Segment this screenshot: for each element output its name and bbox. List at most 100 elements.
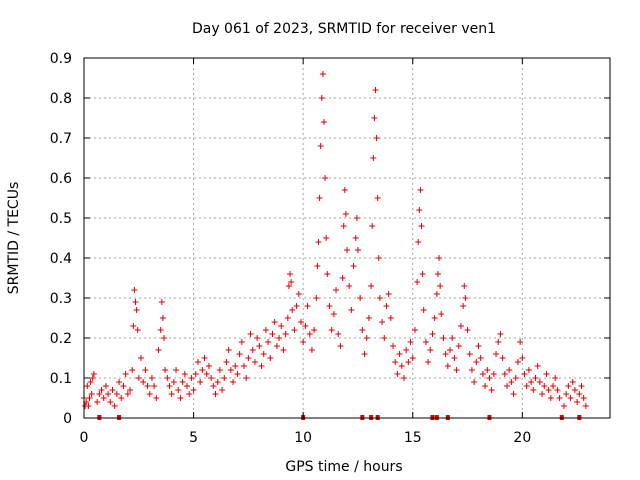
data-point (214, 379, 221, 385)
y-tick-label: 0.3 (50, 291, 72, 307)
data-point (451, 355, 458, 361)
data-point (440, 335, 447, 341)
data-point (490, 371, 497, 377)
data-point (289, 307, 296, 313)
data-point (475, 343, 482, 349)
data-point (258, 363, 265, 369)
data-point (251, 359, 258, 365)
x-tick-label: 10 (294, 430, 312, 446)
data-point (419, 271, 426, 277)
data-point (120, 383, 127, 389)
data-point (256, 343, 263, 349)
data-point (134, 327, 141, 333)
data-point (365, 315, 372, 321)
axis-ticks: 0 0.1 0.2 0.3 0.4 0.5 0.6 0.7 0.8 0.9 0 5 10 15 20 (50, 51, 610, 446)
data-point (417, 187, 424, 193)
data-point (420, 307, 427, 313)
data-point (346, 283, 353, 289)
data-point (506, 367, 513, 373)
data-point (223, 359, 230, 365)
data-point (333, 287, 340, 293)
data-point (457, 323, 464, 329)
chart-title: Day 061 of 2023, SRMTID for receiver ven… (192, 21, 496, 37)
data-point (403, 347, 410, 353)
data-point (227, 367, 234, 373)
data-point (148, 375, 155, 381)
data-point (497, 331, 504, 337)
data-point (232, 363, 239, 369)
data-point (340, 223, 347, 229)
data-point (87, 379, 94, 385)
data-point (249, 347, 256, 353)
data-point (461, 283, 468, 289)
y-axis-label: SRMTID / TECUs (6, 182, 22, 295)
data-point (554, 387, 561, 393)
data-point (269, 331, 276, 337)
data-point (449, 335, 456, 341)
data-point (113, 391, 120, 397)
data-point (543, 371, 550, 377)
data-point (437, 283, 444, 289)
data-point (221, 375, 228, 381)
data-point (352, 235, 359, 241)
data-point (247, 331, 254, 337)
data-point (523, 383, 530, 389)
data-point (390, 343, 397, 349)
data-point (396, 351, 403, 357)
data-point (471, 379, 478, 385)
data-point (318, 95, 325, 101)
grid-lines (84, 58, 610, 418)
data-point (181, 371, 188, 377)
data-point (510, 391, 517, 397)
data-point (109, 387, 116, 393)
data-point (225, 347, 232, 353)
data-point (166, 383, 173, 389)
data-point (153, 395, 160, 401)
data-point (501, 371, 508, 377)
data-point (273, 343, 280, 349)
data-point (370, 155, 377, 161)
data-point (297, 319, 304, 325)
data-point (444, 363, 451, 369)
data-point (304, 303, 311, 309)
data-point (94, 399, 101, 405)
data-point (184, 383, 191, 389)
data-point (317, 143, 324, 149)
data-point (151, 383, 158, 389)
data-point (314, 263, 321, 269)
data-point (400, 375, 407, 381)
data-point (155, 347, 162, 353)
data-point (560, 403, 567, 409)
x-axis-label: GPS time / hours (285, 459, 402, 475)
data-point (230, 379, 237, 385)
data-point (385, 291, 392, 297)
data-point (236, 351, 243, 357)
data-point (545, 387, 552, 393)
data-point (197, 379, 204, 385)
data-point (521, 371, 528, 377)
data-point (477, 355, 484, 361)
data-point (159, 315, 166, 321)
data-point (337, 343, 344, 349)
data-point (486, 375, 493, 381)
data-point (434, 271, 441, 277)
data-point (135, 375, 142, 381)
data-point (85, 403, 92, 409)
data-point (539, 391, 546, 397)
data-point (122, 371, 129, 377)
data-point (342, 211, 349, 217)
data-point (130, 323, 137, 329)
data-point (105, 391, 112, 397)
data-point (323, 235, 330, 241)
y-tick-label: 0.6 (50, 171, 72, 187)
data-point (464, 327, 471, 333)
data-point (313, 295, 320, 301)
data-point (392, 359, 399, 365)
data-point (282, 331, 289, 337)
data-point (547, 395, 554, 401)
data-point (190, 387, 197, 393)
data-point (416, 207, 423, 213)
data-point (578, 383, 585, 389)
data-point (468, 367, 475, 373)
